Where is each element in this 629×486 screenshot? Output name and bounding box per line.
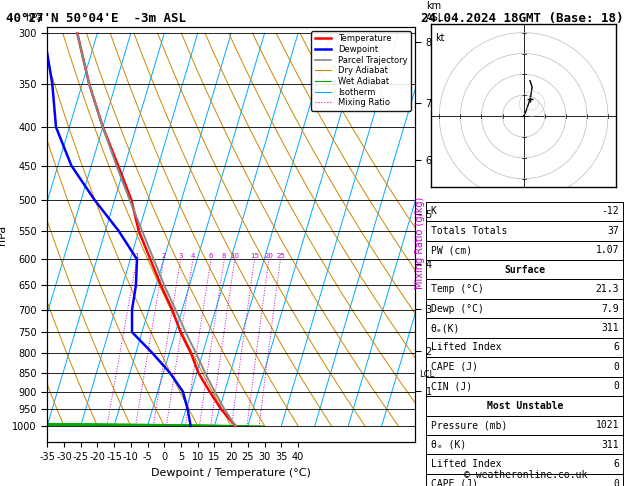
Text: CAPE (J): CAPE (J) (431, 479, 478, 486)
Text: 40°27'N 50°04'E  -3m ASL: 40°27'N 50°04'E -3m ASL (6, 12, 186, 25)
Text: Lifted Index: Lifted Index (431, 459, 501, 469)
Text: © weatheronline.co.uk: © weatheronline.co.uk (464, 470, 587, 480)
Text: kt: kt (435, 33, 445, 43)
Text: 1021: 1021 (596, 420, 619, 430)
Text: PW (cm): PW (cm) (431, 245, 472, 255)
Text: 6: 6 (613, 343, 619, 352)
Text: 3: 3 (179, 253, 183, 260)
Text: 20: 20 (265, 253, 274, 260)
Text: 15: 15 (250, 253, 259, 260)
Text: 1: 1 (135, 253, 139, 260)
Text: CIN (J): CIN (J) (431, 382, 472, 391)
Text: 0: 0 (613, 479, 619, 486)
X-axis label: Dewpoint / Temperature (°C): Dewpoint / Temperature (°C) (151, 468, 311, 478)
Y-axis label: hPa: hPa (0, 225, 7, 244)
Text: 25: 25 (276, 253, 285, 260)
Text: Totals Totals: Totals Totals (431, 226, 507, 236)
Text: hPa: hPa (25, 13, 43, 22)
Text: Lifted Index: Lifted Index (431, 343, 501, 352)
Text: 7.9: 7.9 (601, 304, 619, 313)
Text: 4: 4 (191, 253, 195, 260)
Text: 6: 6 (613, 459, 619, 469)
Text: K: K (431, 207, 437, 216)
Text: CAPE (J): CAPE (J) (431, 362, 478, 372)
Text: 311: 311 (601, 440, 619, 450)
Text: 0: 0 (613, 382, 619, 391)
Text: 6: 6 (209, 253, 213, 260)
Text: Mixing Ratio (g/kg): Mixing Ratio (g/kg) (415, 197, 425, 289)
Text: 8: 8 (222, 253, 226, 260)
Text: Surface: Surface (504, 265, 545, 275)
Text: 24.04.2024 18GMT (Base: 18): 24.04.2024 18GMT (Base: 18) (421, 12, 624, 25)
Text: LCL: LCL (419, 369, 434, 379)
Text: 2: 2 (162, 253, 166, 260)
Text: -12: -12 (601, 207, 619, 216)
Text: 311: 311 (601, 323, 619, 333)
Text: θₑ (K): θₑ (K) (431, 440, 466, 450)
Text: 1.07: 1.07 (596, 245, 619, 255)
Text: Most Unstable: Most Unstable (487, 401, 563, 411)
Text: Temp (°C): Temp (°C) (431, 284, 484, 294)
Text: Dewp (°C): Dewp (°C) (431, 304, 484, 313)
Text: km
ASL: km ASL (426, 1, 445, 22)
Text: 37: 37 (607, 226, 619, 236)
Text: Pressure (mb): Pressure (mb) (431, 420, 507, 430)
Legend: Temperature, Dewpoint, Parcel Trajectory, Dry Adiabat, Wet Adiabat, Isotherm, Mi: Temperature, Dewpoint, Parcel Trajectory… (311, 31, 411, 110)
Text: 0: 0 (613, 362, 619, 372)
Text: 21.3: 21.3 (596, 284, 619, 294)
Text: θₑ(K): θₑ(K) (431, 323, 460, 333)
Text: 10: 10 (230, 253, 239, 260)
